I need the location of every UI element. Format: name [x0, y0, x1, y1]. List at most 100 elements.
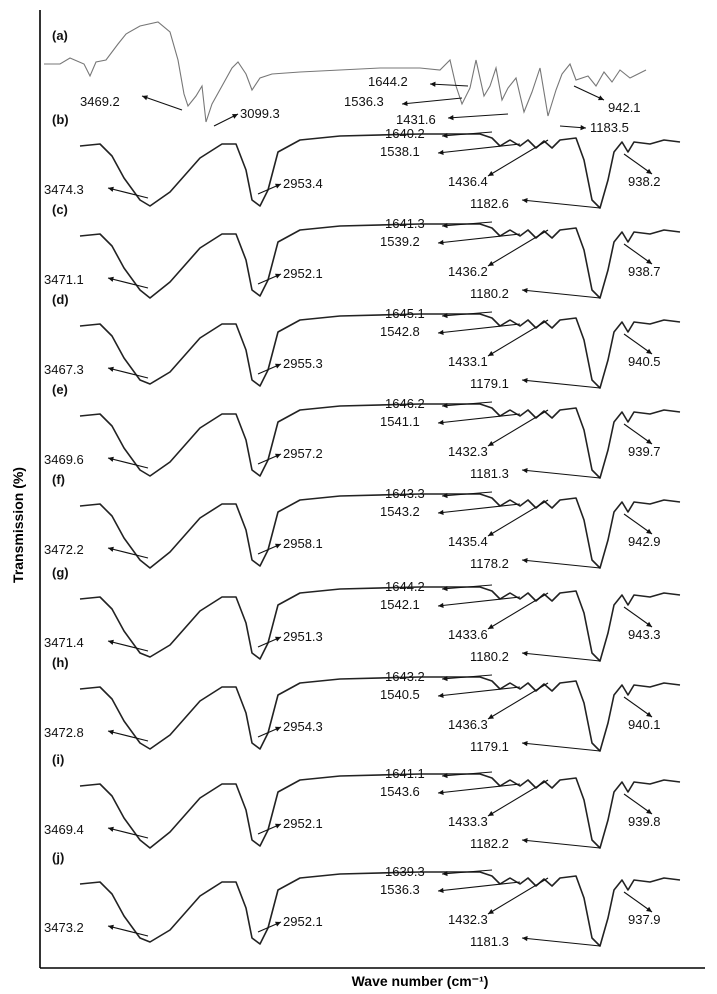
peak-label: 1183.5 [590, 120, 629, 135]
peak-arrow [437, 503, 521, 514]
arrowhead [108, 924, 114, 930]
peak-arrow [487, 682, 549, 720]
peak-label: 1180.2 [470, 286, 509, 301]
peak-label: 1644.2 [368, 74, 408, 89]
peak-arrow [623, 153, 653, 175]
arrowhead [442, 492, 448, 499]
peak-label: 1639.3 [385, 864, 425, 879]
y-axis-title: Transmission (%) [10, 467, 26, 583]
arrowhead [488, 440, 494, 446]
peak-label: 1432.3 [448, 444, 488, 459]
peak-label: 1179.1 [470, 739, 509, 754]
peak-arrow [623, 891, 653, 913]
arrowhead [488, 713, 494, 719]
peak-arrow [623, 696, 653, 718]
peak-arrow [623, 423, 653, 445]
peak-label: 3099.3 [240, 106, 280, 121]
arrowhead [275, 726, 281, 732]
arrowhead [438, 692, 444, 699]
spectrum-line [79, 133, 681, 209]
arrowhead [646, 621, 652, 627]
arrowhead [438, 602, 444, 609]
peak-label: 3472.2 [44, 542, 84, 557]
peak-label: 1644.2 [385, 579, 425, 594]
peak-arrow [521, 937, 601, 947]
peak-arrow [141, 95, 183, 111]
peak-label: 1181.3 [470, 466, 509, 481]
peak-label: 938.2 [628, 174, 661, 189]
arrowhead [488, 350, 494, 356]
peak-label: 3467.3 [44, 362, 84, 377]
peak-label: 937.9 [628, 912, 661, 927]
arrowhead [522, 287, 528, 294]
peak-label: 2952.1 [283, 266, 323, 281]
peak-label: 1178.2 [470, 556, 509, 571]
arrowhead [438, 329, 444, 336]
peak-arrow [107, 730, 149, 742]
spectrum-panel: (i) 3469.4 2952.1 1641.1 1543.6 1433.3 1182.2 9… [44, 752, 681, 851]
peak-arrow [487, 877, 549, 915]
arrowhead [275, 636, 281, 642]
arrowhead [522, 650, 528, 657]
spectrum-panel: (e) 3469.6 2957.2 1646.2 1541.1 1432.3 1181.3 9… [44, 382, 681, 481]
spectrum-panel: (a) 3469.2 3099.3 1644.2 1536.3 1431.6 1183.5 9… [44, 21, 647, 135]
spectrum-line [79, 586, 681, 662]
peak-label: 943.3 [628, 627, 661, 642]
peak-arrow [623, 606, 653, 628]
arrowhead [438, 239, 444, 246]
peak-label: 938.7 [628, 264, 661, 279]
peak-arrow [107, 640, 149, 652]
arrowhead [522, 837, 528, 844]
peak-arrow [441, 491, 493, 497]
arrowhead [522, 935, 528, 942]
arrowhead [442, 870, 448, 877]
peak-label: 2953.4 [283, 176, 323, 191]
arrowhead [522, 467, 528, 474]
peak-label: 1431.6 [396, 112, 436, 127]
peak-arrow [521, 559, 601, 569]
peak-label: 2955.3 [283, 356, 323, 371]
peak-arrow [447, 113, 509, 119]
arrowhead [275, 823, 281, 829]
arrowhead [438, 789, 444, 796]
arrowhead [488, 170, 494, 176]
arrowhead [430, 81, 436, 87]
peak-label: 1433.1 [448, 354, 488, 369]
peak-label: 2957.2 [283, 446, 323, 461]
arrowhead [522, 377, 528, 384]
peak-label: 1436.2 [448, 264, 488, 279]
peak-label: 942.1 [608, 100, 641, 115]
peak-label: 1643.2 [385, 669, 425, 684]
peak-arrow [107, 457, 149, 469]
peak-label: 2952.1 [283, 816, 323, 831]
arrowhead [646, 528, 652, 534]
peak-label: 2951.3 [283, 629, 323, 644]
arrowhead [442, 222, 448, 229]
peak-arrow [441, 869, 493, 875]
arrowhead [442, 675, 448, 682]
peak-arrow [623, 513, 653, 535]
arrowhead [108, 639, 114, 645]
arrowhead [488, 623, 494, 629]
arrowhead [580, 124, 586, 131]
peak-arrow [521, 379, 601, 389]
peak-arrow [107, 277, 149, 289]
peak-label: 1542.8 [380, 324, 420, 339]
peak-arrow [487, 139, 549, 177]
peak-label: 1538.1 [380, 144, 420, 159]
peak-label: 1645.1 [385, 306, 425, 321]
panel-label: (b) [52, 112, 69, 127]
peak-arrow [441, 401, 493, 407]
arrowhead [108, 456, 114, 462]
spectrum-line [79, 493, 681, 569]
peak-arrow [441, 584, 493, 590]
peak-arrow [521, 289, 601, 299]
arrowhead [448, 115, 454, 121]
arrowhead [488, 810, 494, 816]
peak-arrow [107, 547, 149, 559]
peak-arrow [487, 779, 549, 817]
peak-arrow [437, 881, 521, 892]
peak-label: 1536.3 [380, 882, 420, 897]
spectrum-panel: (j) 3473.2 2952.1 1639.3 1536.3 1432.3 1181.3 9… [44, 850, 681, 949]
arrowhead [108, 729, 114, 735]
